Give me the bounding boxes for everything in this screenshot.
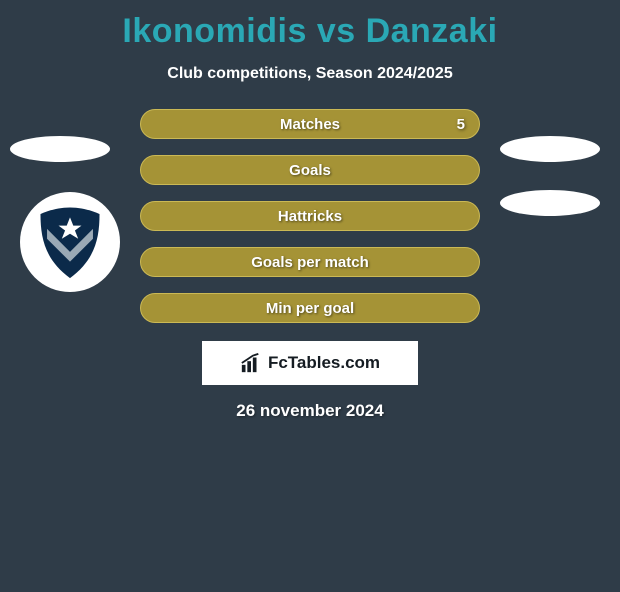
stat-row-matches: Matches 5: [140, 109, 480, 139]
stat-label: Goals per match: [251, 254, 369, 271]
player-avatar-right-placeholder-2: [500, 190, 600, 216]
generated-date: 26 november 2024: [0, 401, 620, 421]
club-logo: [20, 192, 120, 292]
stat-value-right: 5: [457, 116, 465, 133]
page-subtitle: Club competitions, Season 2024/2025: [0, 65, 620, 83]
stat-label: Min per goal: [266, 300, 354, 317]
bar-chart-icon: [240, 352, 262, 374]
brand-text: FcTables.com: [268, 353, 380, 373]
player-avatar-right-placeholder-1: [500, 136, 600, 162]
stat-label: Goals: [289, 162, 331, 179]
stat-label: Hattricks: [278, 208, 342, 225]
stat-row-goals-per-match: Goals per match: [140, 247, 480, 277]
stat-row-hattricks: Hattricks: [140, 201, 480, 231]
shield-icon: [29, 201, 111, 283]
page-title: Ikonomidis vs Danzaki: [0, 12, 620, 51]
stat-row-min-per-goal: Min per goal: [140, 293, 480, 323]
brand-badge[interactable]: FcTables.com: [202, 341, 418, 385]
stat-label: Matches: [280, 116, 340, 133]
stat-row-goals: Goals: [140, 155, 480, 185]
player-avatar-left-placeholder: [10, 136, 110, 162]
stats-list: Matches 5 Goals Hattricks Goals per matc…: [140, 109, 480, 323]
